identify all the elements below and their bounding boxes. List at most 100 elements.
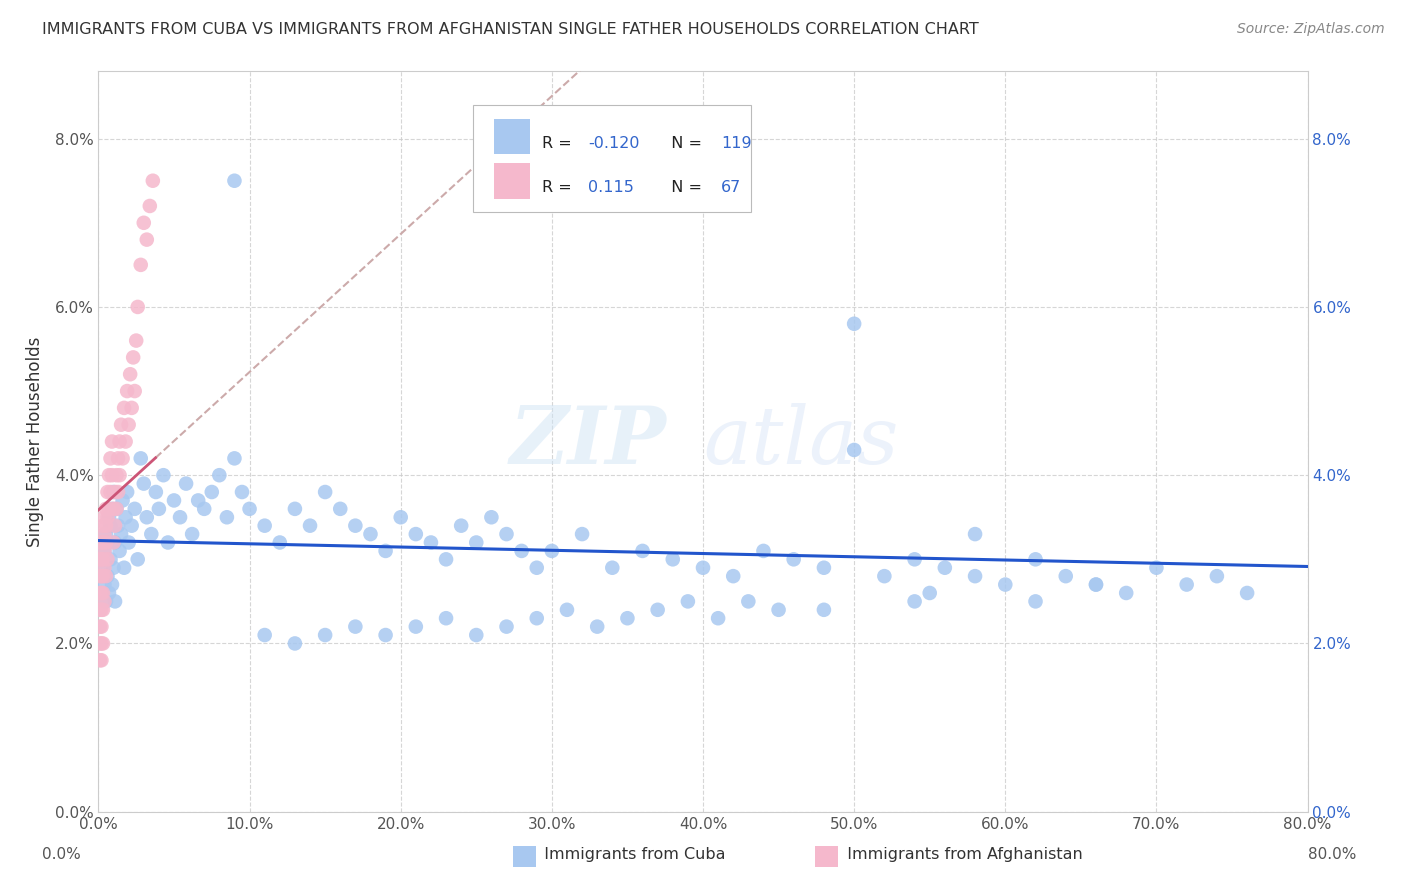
Point <box>91 636 114 650</box>
Text: R =: R = <box>543 136 576 151</box>
Point <box>94 527 117 541</box>
Text: IMMIGRANTS FROM CUBA VS IMMIGRANTS FROM AFGHANISTAN SINGLE FATHER HOUSEHOLDS COR: IMMIGRANTS FROM CUBA VS IMMIGRANTS FROM … <box>42 22 979 37</box>
Point <box>96 535 118 549</box>
Point <box>169 510 191 524</box>
Point <box>1144 560 1167 574</box>
Point <box>105 501 128 516</box>
Point <box>101 434 124 449</box>
Point <box>181 527 204 541</box>
Point <box>631 544 654 558</box>
Point <box>768 603 790 617</box>
Point <box>100 485 122 500</box>
Point <box>105 468 128 483</box>
Point <box>616 611 638 625</box>
Text: R =: R = <box>543 180 576 195</box>
Point <box>110 527 132 541</box>
Point <box>201 485 224 500</box>
Point <box>118 417 141 432</box>
Point <box>122 351 145 365</box>
Point <box>434 552 457 566</box>
Point <box>98 468 121 483</box>
Point <box>103 485 125 500</box>
Point <box>108 434 131 449</box>
Point <box>374 544 396 558</box>
Point <box>344 619 367 633</box>
Point <box>904 552 927 566</box>
Point <box>125 334 148 348</box>
Point <box>1054 569 1077 583</box>
Point <box>965 527 987 541</box>
Point <box>844 442 866 457</box>
Point <box>127 552 149 566</box>
Point <box>104 594 127 608</box>
Point <box>495 619 517 633</box>
Point <box>93 577 115 591</box>
Point <box>314 628 336 642</box>
Point <box>904 594 927 608</box>
Point <box>93 527 115 541</box>
Point <box>1024 552 1046 566</box>
Point <box>239 501 262 516</box>
Point <box>112 401 135 415</box>
Point <box>90 552 112 566</box>
FancyBboxPatch shape <box>474 104 751 212</box>
Point <box>108 544 131 558</box>
Point <box>526 560 548 574</box>
Point <box>103 501 125 516</box>
Point <box>571 527 593 541</box>
Point <box>90 603 112 617</box>
Point <box>115 384 138 398</box>
Point <box>114 510 136 524</box>
Point <box>100 451 122 466</box>
Point <box>193 501 215 516</box>
Point <box>145 485 167 500</box>
Point <box>98 510 121 524</box>
Point <box>187 493 209 508</box>
Point <box>103 560 125 574</box>
Point <box>231 485 253 500</box>
Point <box>94 518 117 533</box>
Point <box>115 485 138 500</box>
Point <box>314 485 336 500</box>
Point <box>90 535 112 549</box>
Point <box>163 493 186 508</box>
Point <box>129 258 152 272</box>
Point <box>89 653 111 667</box>
Point <box>692 560 714 574</box>
Point <box>93 594 115 608</box>
Point <box>481 510 503 524</box>
Point <box>737 594 759 608</box>
Point <box>142 174 165 188</box>
Point <box>360 527 382 541</box>
Point <box>344 518 367 533</box>
Point <box>129 451 152 466</box>
FancyBboxPatch shape <box>494 163 530 199</box>
Text: Immigrants from Cuba: Immigrants from Cuba <box>534 847 725 862</box>
Point <box>98 586 121 600</box>
Point <box>91 569 114 583</box>
Point <box>450 518 472 533</box>
Point <box>96 510 118 524</box>
Point <box>465 628 488 642</box>
Point <box>90 619 112 633</box>
Point <box>94 535 117 549</box>
Bar <box>815 846 838 867</box>
Point <box>89 586 111 600</box>
Point <box>1236 586 1258 600</box>
Point <box>329 501 352 516</box>
Point <box>118 535 141 549</box>
Point <box>107 451 129 466</box>
Point <box>104 535 127 549</box>
Point <box>1115 586 1137 600</box>
FancyBboxPatch shape <box>494 119 530 154</box>
Point <box>121 401 143 415</box>
Point <box>555 603 578 617</box>
Point <box>676 594 699 608</box>
Point <box>89 619 111 633</box>
Point <box>107 518 129 533</box>
Point <box>89 552 111 566</box>
Text: Immigrants from Afghanistan: Immigrants from Afghanistan <box>837 847 1083 862</box>
Text: 0.115: 0.115 <box>588 180 634 195</box>
Point <box>420 535 443 549</box>
Point <box>93 560 115 574</box>
